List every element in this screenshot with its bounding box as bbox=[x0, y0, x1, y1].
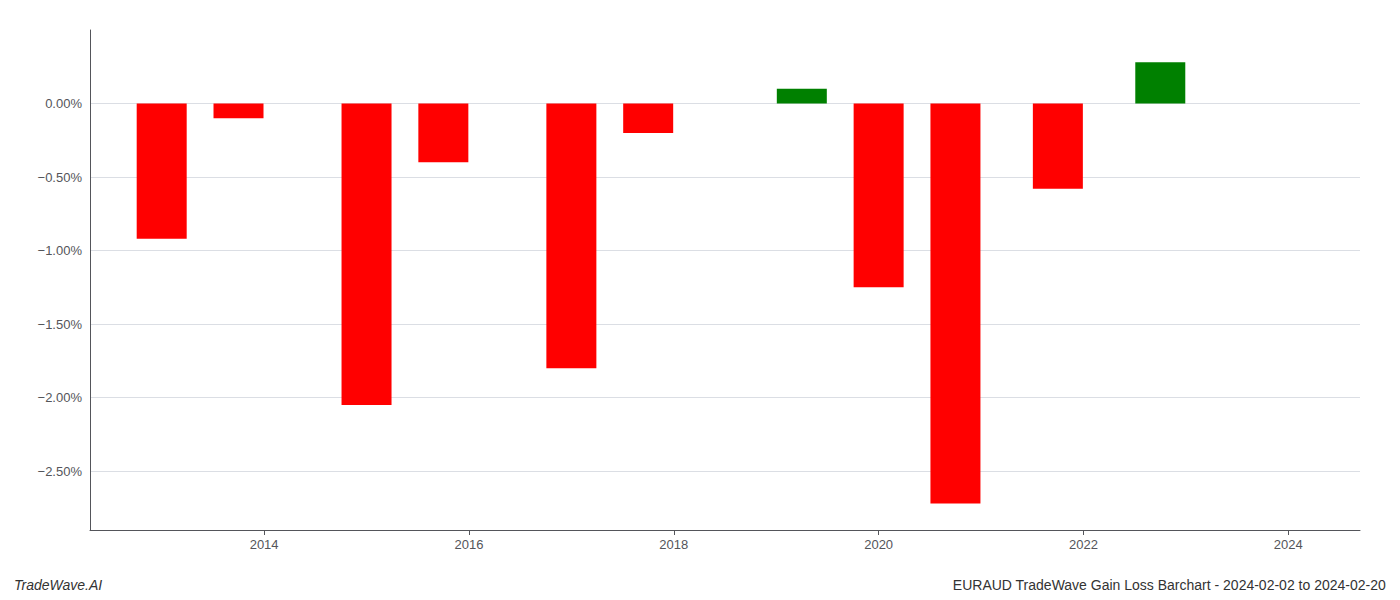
svg-text:EURAUD TradeWave Gain Loss Bar: EURAUD TradeWave Gain Loss Barchart - 20… bbox=[953, 577, 1386, 593]
svg-text:−2.50%: −2.50% bbox=[38, 464, 83, 479]
svg-text:TradeWave.AI: TradeWave.AI bbox=[14, 577, 102, 593]
svg-text:2018: 2018 bbox=[659, 537, 688, 552]
svg-text:2024: 2024 bbox=[1274, 537, 1303, 552]
svg-text:2014: 2014 bbox=[250, 537, 279, 552]
svg-text:0.00%: 0.00% bbox=[45, 96, 82, 111]
svg-text:2022: 2022 bbox=[1069, 537, 1098, 552]
svg-text:2020: 2020 bbox=[864, 537, 893, 552]
svg-text:2016: 2016 bbox=[454, 537, 483, 552]
svg-text:−1.50%: −1.50% bbox=[38, 317, 83, 332]
svg-text:−1.00%: −1.00% bbox=[38, 243, 83, 258]
svg-text:−0.50%: −0.50% bbox=[38, 170, 83, 185]
svg-text:−2.00%: −2.00% bbox=[38, 390, 83, 405]
